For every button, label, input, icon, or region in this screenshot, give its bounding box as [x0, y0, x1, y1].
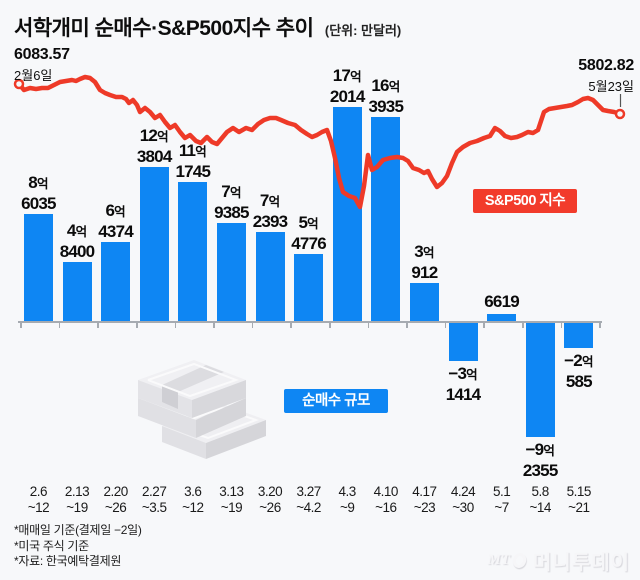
bar [62, 261, 92, 322]
sp500-start-date: 2월6일 [14, 68, 53, 83]
bar-value-label: 11억 1745 [175, 141, 211, 182]
bar-value-label: 6억 4374 [98, 200, 133, 241]
sp500-end-annotation: 5802.82 5월23일 [578, 57, 634, 95]
x-axis-label: 3.6 ~12 [182, 484, 204, 515]
bar [101, 241, 131, 322]
bar-value-label: 6619 [484, 291, 519, 311]
axis-line [18, 321, 602, 323]
x-axis-label: 5.15 ~21 [566, 484, 592, 515]
mt-monogram: MT [487, 552, 511, 568]
bar-value-label: 3억 912 [411, 242, 438, 283]
footnote-line-3: *자료: 한국예탁결제원 [14, 554, 122, 568]
bar [487, 313, 517, 322]
logo-wordmark: 머니투데이 [533, 552, 630, 574]
axis-tick [560, 322, 563, 328]
sp500-start-annotation: 6083.57 2월6일 [14, 46, 70, 84]
axis-tick [522, 322, 524, 328]
x-axis-label: 3.27 ~4.2 [296, 484, 321, 515]
axis-tick [367, 322, 370, 328]
footnotes: *매매일 기준(결제일 −2일) *미국 주식 기준 *자료: 한국예탁결제원 [14, 523, 142, 570]
axis-tick [20, 322, 22, 328]
net-buy-badge: 순매수 규모 [284, 389, 388, 413]
page-title: 서학개미 순매수·S&P500지수 추이 [14, 17, 314, 40]
x-axis-label: 3.13 ~19 [219, 484, 244, 515]
x-axis-label: 4.17 ~23 [412, 484, 437, 515]
axis-tick [136, 322, 138, 328]
axis-tick [406, 322, 408, 328]
x-axis-label: 2.6 ~12 [27, 484, 50, 515]
header: 서학개미 순매수·S&P500지수 추이 (단위: 만달러) [14, 12, 401, 42]
x-axis-label: 4.24 ~30 [450, 484, 476, 515]
bar [448, 322, 478, 362]
sp500-end-date: 5월23일 [588, 79, 634, 94]
logo-ring-icon [510, 551, 529, 570]
moneytoday-logo: MT 머니투데이 [488, 546, 631, 575]
unit-label: (단위: 만달러) [324, 23, 402, 38]
bar-value-label: −2억 585 [564, 350, 594, 391]
axis-tick [58, 322, 61, 328]
bar-value-label: 5억 4776 [291, 212, 326, 253]
bar [255, 231, 285, 322]
bar [564, 322, 594, 348]
axis-tick [97, 322, 99, 328]
bar-value-label: 16억 3935 [368, 76, 404, 117]
bar-value-label: 4억 8400 [59, 220, 95, 261]
money-stack-illustration [138, 360, 266, 459]
bar-value-label: −3억 1414 [445, 364, 481, 405]
sp500-badge: S&P500 지수 [473, 189, 577, 213]
footnote-line-1: *매매일 기준(결제일 −2일) [14, 523, 142, 537]
sp500-end-value: 5802.82 [578, 57, 634, 74]
x-axis-label: 2.27 ~3.5 [141, 484, 167, 515]
bar [525, 322, 555, 438]
x-axis-label: 2.13 ~19 [64, 484, 90, 515]
footnote-line-2: *미국 주식 기준 [14, 538, 89, 553]
x-axis-label: 4.10 ~16 [373, 484, 399, 515]
bar [409, 283, 439, 322]
x-axis-label: 3.20 ~26 [257, 484, 283, 515]
bar-value-label: −9억 2355 [522, 440, 558, 481]
axis-tick [483, 322, 485, 328]
axis-tick [213, 322, 215, 328]
bar [294, 253, 324, 322]
bar [23, 214, 53, 322]
axis-tick [290, 322, 292, 328]
x-axis-label: 5.8 ~14 [529, 484, 551, 515]
axis-tick [599, 322, 601, 328]
x-axis-label: 5.1 ~7 [492, 484, 511, 515]
x-axis-label: 4.3 ~9 [338, 484, 357, 515]
axis-tick [444, 322, 447, 328]
bar-value-label: 8억 6035 [21, 173, 56, 214]
x-axis-label: 2.20 ~26 [103, 484, 128, 515]
bar [216, 222, 246, 322]
sp500-start-value: 6083.57 [14, 46, 70, 63]
axis-tick [174, 322, 177, 328]
axis-tick [251, 322, 254, 328]
axis-tick [329, 322, 331, 328]
